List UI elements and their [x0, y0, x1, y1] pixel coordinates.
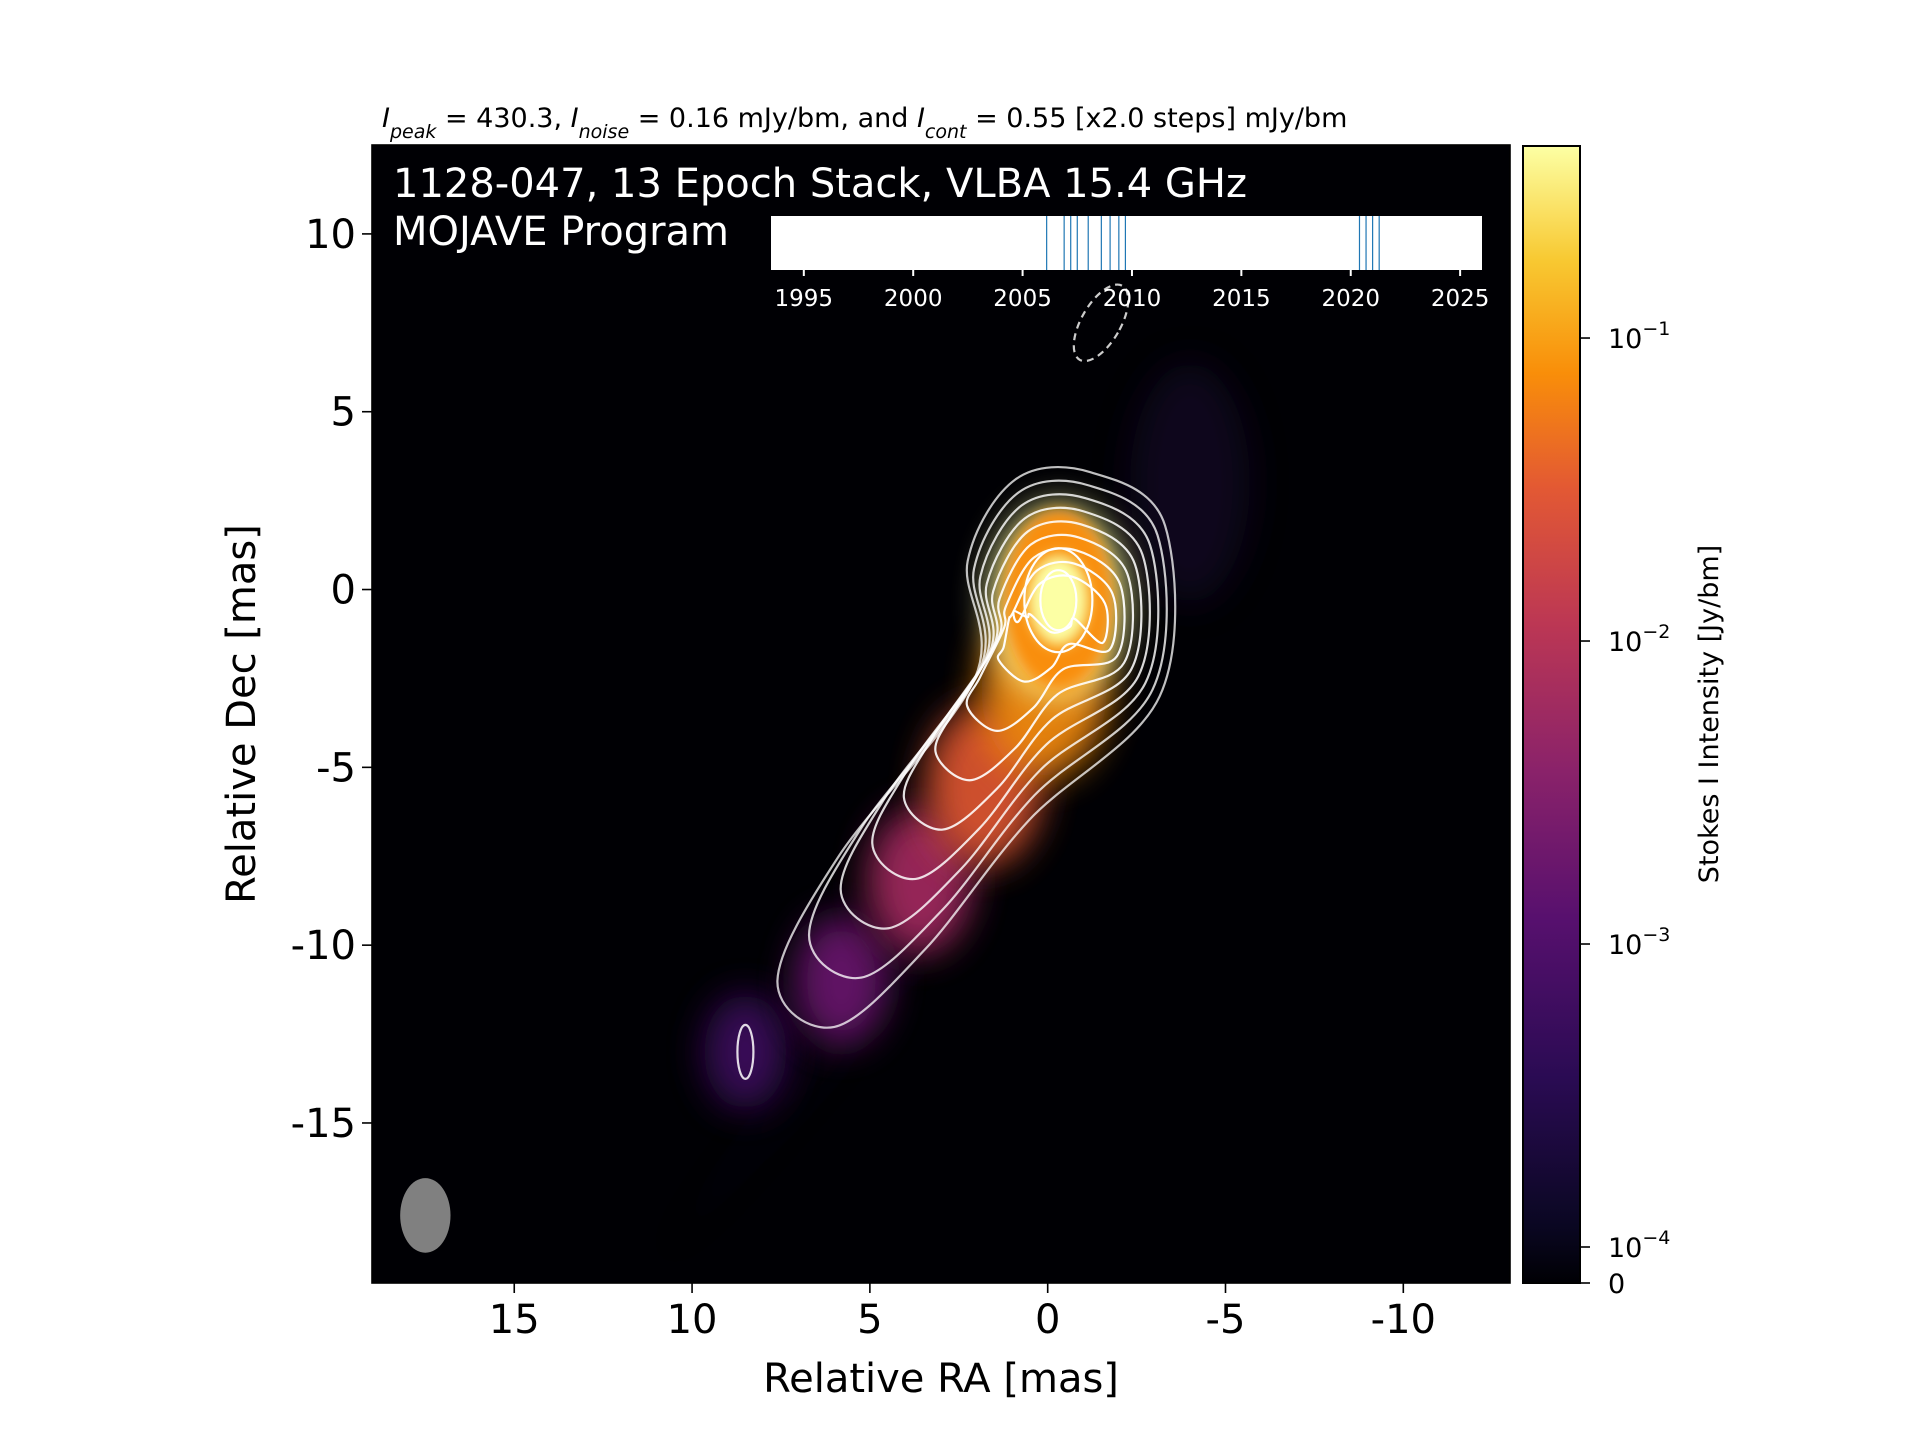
contour-isolated	[736, 1023, 755, 1080]
plot-title-part: peak	[389, 121, 437, 143]
plot-title-part: = 0.16 mJy/bm, and	[629, 103, 917, 134]
plot-title-part: cont	[925, 121, 968, 143]
plot-title-part: = 0.55 [x2.0 steps] mJy/bm	[966, 103, 1347, 134]
x-tick-label: 5	[857, 1297, 882, 1343]
timeline-tick-label: 2015	[1212, 286, 1271, 312]
source-title: 1128-047, 13 Epoch Stack, VLBA 15.4 GHz	[393, 161, 1247, 207]
contour-level	[839, 493, 1160, 930]
contour-lines	[736, 465, 1177, 1080]
y-tick-label: -10	[291, 923, 356, 969]
contour-level	[934, 533, 1135, 782]
diffuse-emission	[1129, 362, 1250, 603]
x-tick-label: -10	[1371, 1297, 1436, 1343]
contour-level	[871, 506, 1151, 881]
colorbar-ticks: 10−1 10−2 10−3 10−4 0	[1580, 318, 1670, 1300]
contour-level	[807, 479, 1168, 980]
x-tick-label: -5	[1206, 1297, 1246, 1343]
plot-title-part: I	[571, 103, 579, 134]
image-panel-background	[372, 145, 1510, 1283]
epoch-timeline: 1995 2000 2005 2010 2015 2020 2025	[771, 216, 1489, 312]
y-axis: 10 5 0 -5 -10 -15	[291, 212, 372, 1147]
contour-level	[1039, 569, 1078, 632]
dashed-ellipse	[1072, 283, 1130, 363]
y-tick-label: 5	[331, 390, 356, 436]
program-label: MOJAVE Program	[393, 209, 729, 255]
x-axis-label: Relative RA [mas]	[763, 1356, 1119, 1402]
y-tick-label: 10	[305, 212, 356, 258]
colorbar	[1522, 145, 1581, 1284]
y-tick-label: -15	[291, 1101, 356, 1147]
timeline-tick-label: 2000	[884, 286, 943, 312]
colorbar-tick-label: 10−3	[1608, 924, 1670, 961]
timeline-tick-label: 2010	[1103, 286, 1162, 312]
beam-ellipse	[400, 1178, 451, 1253]
contour-level	[902, 520, 1143, 831]
plot-title-part: I	[917, 103, 925, 134]
plot-title: Ipeak = 430.3, Inoise = 0.16 mJy/bm, and…	[382, 103, 1347, 143]
contour-level	[1012, 574, 1109, 644]
image-panel-frame	[371, 144, 1511, 1284]
plot-title-part: I	[382, 103, 390, 134]
jet-component	[794, 915, 889, 1046]
y-axis-label: Relative Dec [mas]	[219, 524, 265, 904]
jet-component	[704, 994, 787, 1110]
timeline-tick-label: 2005	[993, 286, 1052, 312]
timeline-tick-label: 2025	[1431, 286, 1490, 312]
colorbar-label: Stokes I Intensity [Jy/bm]	[1694, 545, 1725, 883]
contour-level	[776, 465, 1177, 1029]
timeline-tick-label: 2020	[1321, 286, 1380, 312]
contour-level	[965, 547, 1126, 732]
x-axis: 15 10 5 0 -5 -10	[489, 1283, 1436, 1343]
colorbar-tick-label: 0	[1608, 1269, 1625, 1300]
contour-level	[1023, 547, 1094, 654]
plot-title-part: = 430.3,	[436, 103, 570, 134]
x-tick-label: 10	[667, 1297, 718, 1343]
colorbar-tick-label: 10−2	[1608, 621, 1670, 658]
colorbar-tick-label: 10−1	[1608, 318, 1670, 355]
epoch-timeline-background	[771, 216, 1482, 270]
y-tick-label: 0	[331, 568, 356, 614]
plot-title-part: noise	[579, 121, 630, 143]
timeline-tick-label: 1995	[775, 286, 834, 312]
x-tick-label: 15	[489, 1297, 540, 1343]
colorbar-tick-label: 10−4	[1608, 1227, 1670, 1264]
x-tick-label: 0	[1035, 1297, 1060, 1343]
beam-layer	[400, 283, 1130, 1253]
y-tick-label: -5	[316, 745, 356, 791]
